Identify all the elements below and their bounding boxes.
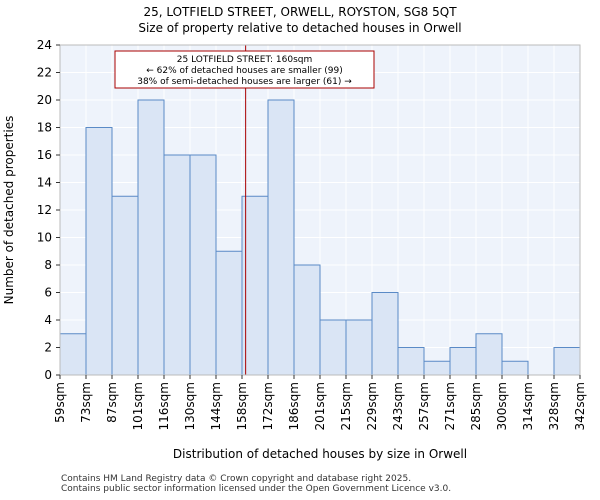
x-tick-label: 215sqm	[339, 382, 353, 430]
annotation-line-smaller: ← 62% of detached houses are smaller (99…	[146, 66, 343, 76]
chart-subtitle: Size of property relative to detached ho…	[138, 21, 461, 35]
x-tick-label: 101sqm	[131, 382, 145, 430]
bar	[293, 264, 321, 376]
chart-title: 25, LOTFIELD STREET, ORWELL, ROYSTON, SG…	[143, 5, 457, 19]
bar	[345, 319, 373, 376]
bar	[267, 99, 295, 376]
y-tick-label: 4	[44, 313, 52, 327]
footer-line-2: Contains public sector information licen…	[61, 484, 452, 494]
y-tick-label: 22	[37, 66, 52, 80]
x-tick-label: 328sqm	[547, 382, 561, 430]
x-tick-label: 243sqm	[391, 382, 405, 430]
bar	[137, 99, 165, 376]
x-tick-label: 59sqm	[53, 382, 67, 423]
x-tick-label: 130sqm	[183, 382, 197, 430]
bar	[501, 360, 529, 376]
y-axis-label: Number of detached properties	[2, 116, 16, 305]
bar	[189, 154, 217, 376]
y-tick-label: 12	[37, 203, 52, 217]
x-tick-label: 73sqm	[79, 382, 93, 423]
annotation-box	[114, 50, 375, 89]
bar	[319, 319, 347, 376]
y-tick-label: 0	[44, 368, 52, 382]
x-tick-label: 285sqm	[469, 382, 483, 430]
x-tick-label: 186sqm	[287, 382, 301, 430]
x-tick-label: 116sqm	[157, 382, 171, 430]
bars	[59, 99, 581, 376]
x-tick-label: 201sqm	[313, 382, 327, 430]
bar	[215, 250, 243, 376]
bar	[397, 347, 425, 376]
bar	[475, 333, 503, 376]
bar	[59, 333, 87, 376]
y-tick-label: 24	[37, 38, 52, 52]
x-tick-label: 271sqm	[443, 382, 457, 430]
x-tick-label: 342sqm	[573, 382, 587, 430]
bar	[163, 154, 191, 376]
y-tick-label: 18	[37, 121, 52, 135]
property-annotation: 25 LOTFIELD STREET: 160sqm ← 62% of deta…	[114, 50, 375, 89]
x-tick-label: 314sqm	[521, 382, 535, 430]
y-tick-label: 6	[44, 286, 52, 300]
x-axis-label: Distribution of detached houses by size …	[173, 447, 467, 461]
bar	[241, 195, 269, 376]
x-tick-label: 144sqm	[209, 382, 223, 430]
bar	[85, 127, 113, 376]
bar	[449, 347, 477, 376]
y-tick-label: 2	[44, 341, 52, 355]
bar	[371, 292, 399, 376]
bar	[423, 360, 451, 376]
footer-line-1: Contains HM Land Registry data © Crown c…	[61, 474, 412, 484]
bar	[553, 347, 581, 376]
x-tick-label: 158sqm	[235, 382, 249, 430]
footer-attribution: Contains HM Land Registry data © Crown c…	[61, 474, 451, 494]
x-tick-label: 172sqm	[261, 382, 275, 430]
annotation-line-title: 25 LOTFIELD STREET: 160sqm	[177, 55, 313, 65]
annotation-line-larger: 38% of semi-detached houses are larger (…	[137, 77, 352, 87]
y-tick-label: 10	[37, 231, 52, 245]
x-tick-label: 87sqm	[105, 382, 119, 423]
y-tick-label: 8	[44, 258, 52, 272]
x-tick-label: 229sqm	[365, 382, 379, 430]
bar	[111, 195, 139, 376]
y-tick-label: 14	[37, 176, 52, 190]
y-tick-label: 16	[37, 148, 52, 162]
x-tick-label: 257sqm	[417, 382, 431, 430]
y-tick-label: 20	[37, 93, 52, 107]
x-axis-ticks: 59sqm 73sqm 87sqm 101sqm 116sqm 130sqm 144sqm 1…	[53, 375, 587, 430]
x-tick-label: 300sqm	[495, 382, 509, 430]
